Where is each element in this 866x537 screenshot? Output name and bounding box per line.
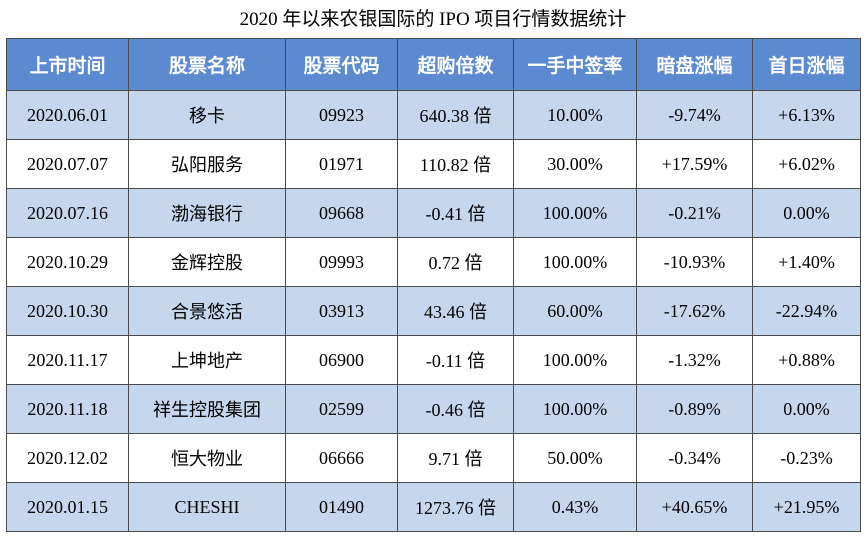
table-cell: 0.00% (752, 188, 861, 238)
table-cell: -0.34% (636, 433, 753, 483)
table-cell: +21.95% (752, 482, 861, 532)
table-cell: 弘阳服务 (128, 139, 286, 189)
table-cell: 2020.10.29 (6, 237, 129, 287)
table-cell: +40.65% (636, 482, 753, 532)
table-row: 2020.11.18 祥生控股集团 02599 -0.46 倍 100.00% -0.89… (6, 384, 861, 434)
table-cell: 09668 (285, 188, 398, 238)
table-cell: 移卡 (128, 90, 286, 140)
table-cell: 1273.76 倍 (397, 482, 514, 532)
header-cell: 超购倍数 (397, 38, 514, 91)
table-cell: 9.71 倍 (397, 433, 514, 483)
table-cell: 金辉控股 (128, 237, 286, 287)
table-cell: 恒大物业 (128, 433, 286, 483)
ipo-table: 上市时间 股票名称 股票代码 超购倍数 一手中签率 暗盘涨幅 首日涨幅 2020.06.01… (6, 38, 861, 532)
table-cell: 43.46 倍 (397, 286, 514, 336)
title: 2020 年以来农银国际的 IPO 项目行情数据统计 (239, 9, 627, 30)
table-cell: 50.00% (513, 433, 637, 483)
header-row: 上市时间 股票名称 股票代码 超购倍数 一手中签率 暗盘涨幅 首日涨幅 (6, 38, 861, 91)
table-cell: 2020.01.15 (6, 482, 129, 532)
table-cell: 2020.10.30 (6, 286, 129, 336)
table-cell: 2020.11.18 (6, 384, 129, 434)
table-cell: -0.46 倍 (397, 384, 514, 434)
table-cell: -0.11 倍 (397, 335, 514, 385)
table-cell: -0.23% (752, 433, 861, 483)
table-cell: 60.00% (513, 286, 637, 336)
table-cell: 100.00% (513, 188, 637, 238)
table-cell: 100.00% (513, 335, 637, 385)
header-cell: 一手中签率 (513, 38, 637, 91)
table-cell: -10.93% (636, 237, 753, 287)
table-cell: -9.74% (636, 90, 753, 140)
header-cell: 股票代码 (285, 38, 398, 91)
table-cell: 110.82 倍 (397, 139, 514, 189)
table-cell: 2020.07.07 (6, 139, 129, 189)
table-body: 2020.06.01 移卡 09923 640.38 倍 10.00% -9.74% +6.… (6, 90, 861, 532)
table-row: 2020.10.30 合景悠活 03913 43.46 倍 60.00% -17.62% -… (6, 286, 861, 336)
table-cell: -0.89% (636, 384, 753, 434)
table-row: 2020.06.01 移卡 09923 640.38 倍 10.00% -9.74% +6.… (6, 90, 861, 140)
table-cell: 2020.06.01 (6, 90, 129, 140)
table-cell: 2020.07.16 (6, 188, 129, 238)
table-cell: 0.43% (513, 482, 637, 532)
table-cell: 100.00% (513, 384, 637, 434)
header-cell: 首日涨幅 (752, 38, 861, 91)
table-cell: 合景悠活 (128, 286, 286, 336)
table-cell: -22.94% (752, 286, 861, 336)
table-row: 2020.07.07 弘阳服务 01971 110.82 倍 30.00% +17.59%… (6, 139, 861, 189)
table-row: 2020.01.15 CHESHI 01490 1273.76 倍 0.43% +40.6… (6, 482, 861, 532)
table-cell: -17.62% (636, 286, 753, 336)
header-cell: 股票名称 (128, 38, 286, 91)
table-cell: 01971 (285, 139, 398, 189)
table-cell: CHESHI (128, 482, 286, 532)
table-cell: 0.72 倍 (397, 237, 514, 287)
table-cell: 2020.11.17 (6, 335, 129, 385)
table-cell: 2020.12.02 (6, 433, 129, 483)
table-cell: +6.02% (752, 139, 861, 189)
table-row: 2020.07.16 渤海银行 09668 -0.41 倍 100.00% -0.21% 0… (6, 188, 861, 238)
table-cell: +17.59% (636, 139, 753, 189)
table-cell: -0.21% (636, 188, 753, 238)
table-cell: -0.41 倍 (397, 188, 514, 238)
table-row: 2020.10.29 金辉控股 09993 0.72 倍 100.00% -10.93% +… (6, 237, 861, 287)
table-row: 2020.12.02 恒大物业 06666 9.71 倍 50.00% -0.34% -0.… (6, 433, 861, 483)
table-cell: +0.88% (752, 335, 861, 385)
table-cell: 0.00% (752, 384, 861, 434)
table-cell: 10.00% (513, 90, 637, 140)
table-cell: 02599 (285, 384, 398, 434)
table-cell: 03913 (285, 286, 398, 336)
table-cell: -1.32% (636, 335, 753, 385)
table-cell: +6.13% (752, 90, 861, 140)
table-cell: +1.40% (752, 237, 861, 287)
header-cell: 上市时间 (6, 38, 129, 91)
table-row: 2020.11.17 上坤地产 06900 -0.11 倍 100.00% -1.32% +… (6, 335, 861, 385)
table-cell: 祥生控股集团 (128, 384, 286, 434)
table-cell: 640.38 倍 (397, 90, 514, 140)
table-cell: 100.00% (513, 237, 637, 287)
table-cell: 上坤地产 (128, 335, 286, 385)
table-cell: 渤海银行 (128, 188, 286, 238)
table-cell: 01490 (285, 482, 398, 532)
table-cell: 09923 (285, 90, 398, 140)
header-cell: 暗盘涨幅 (636, 38, 753, 91)
table-cell: 30.00% (513, 139, 637, 189)
table-cell: 09993 (285, 237, 398, 287)
table-cell: 06666 (285, 433, 398, 483)
table-cell: 06900 (285, 335, 398, 385)
